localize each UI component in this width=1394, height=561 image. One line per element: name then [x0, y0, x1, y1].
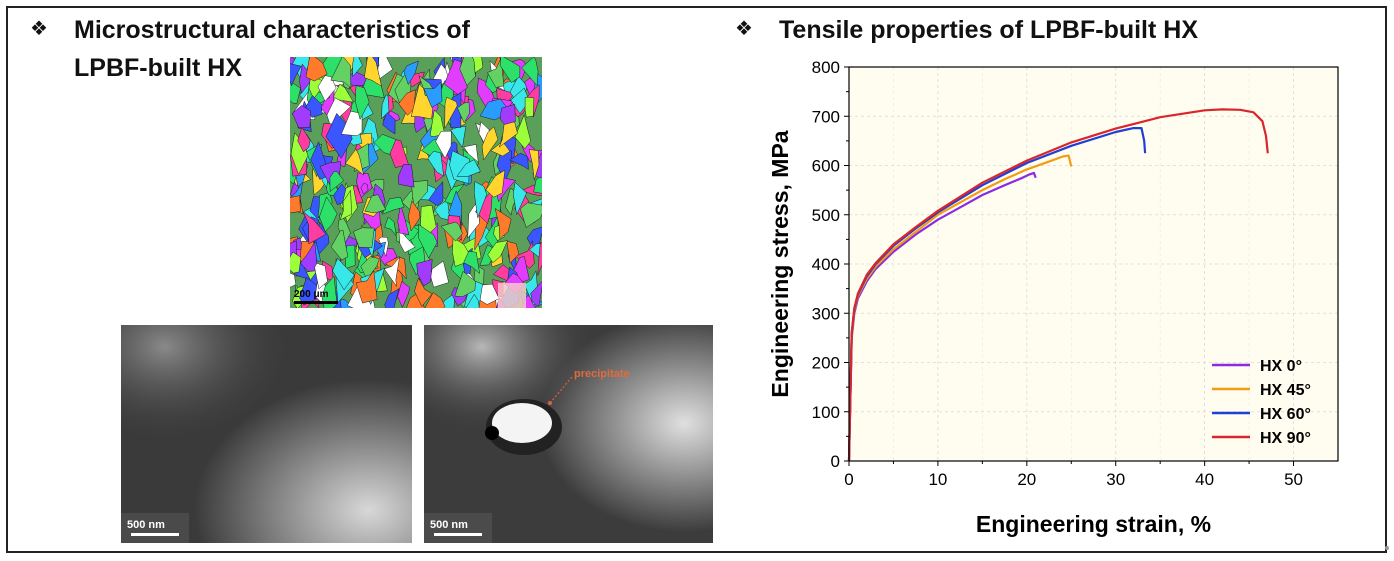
legend-label-2: HX 60° [1260, 406, 1311, 423]
y-tick-label: 300 [812, 304, 840, 323]
y-axis-label: Engineering stress, MPa [767, 130, 793, 397]
legend-label-1: HX 45° [1260, 382, 1311, 399]
y-tick-label: 400 [812, 255, 840, 274]
left-heading-line1: Microstructural characteristics of [74, 16, 470, 44]
sem-left-scale-label: 500 nm [127, 519, 165, 531]
legend-label-0: HX 0° [1260, 358, 1302, 375]
y-tick-label: 800 [812, 58, 840, 77]
sem-right-scale-label: 500 nm [430, 519, 468, 531]
ebsd-scale-label: 200 μm [294, 289, 329, 300]
stray-dot [1385, 546, 1389, 550]
left-bullet-icon: ❖ [30, 18, 48, 40]
x-tick-label: 10 [928, 470, 947, 489]
x-tick-label: 40 [1195, 470, 1214, 489]
x-tick-label: 50 [1284, 470, 1303, 489]
right-heading: Tensile properties of LPBF-built HX [779, 16, 1199, 44]
ebsd-map-image: 200 μm [290, 57, 542, 308]
y-tick-label: 500 [812, 206, 840, 225]
figure-frame [6, 6, 1387, 553]
plot-area [849, 67, 1338, 461]
y-tick-label: 200 [812, 354, 840, 373]
y-tick-label: 600 [812, 157, 840, 176]
x-tick-label: 20 [1017, 470, 1036, 489]
y-tick-label: 700 [812, 107, 840, 126]
left-heading-line2: LPBF-built HX [74, 54, 243, 82]
y-tick-label: 0 [831, 452, 840, 471]
right-bullet-icon: ❖ [735, 18, 753, 40]
ipf-triangle-icon [498, 283, 526, 308]
precipitate-label: precipitate [574, 368, 630, 380]
legend-label-3: HX 90° [1260, 430, 1311, 447]
series-line-3 [847, 108, 1269, 462]
x-tick-label: 0 [844, 470, 853, 489]
x-axis-label: Engineering strain, % [976, 511, 1211, 537]
sem-image-left: 500 nm [121, 325, 412, 543]
tensile-chart: 0 10 20 30 40 500100200300400500600700800Engi… [767, 58, 1339, 537]
x-tick-label: 30 [1106, 470, 1125, 489]
y-tick-label: 100 [812, 403, 840, 422]
sem-image-right: precipitate 500 nm [424, 325, 713, 543]
